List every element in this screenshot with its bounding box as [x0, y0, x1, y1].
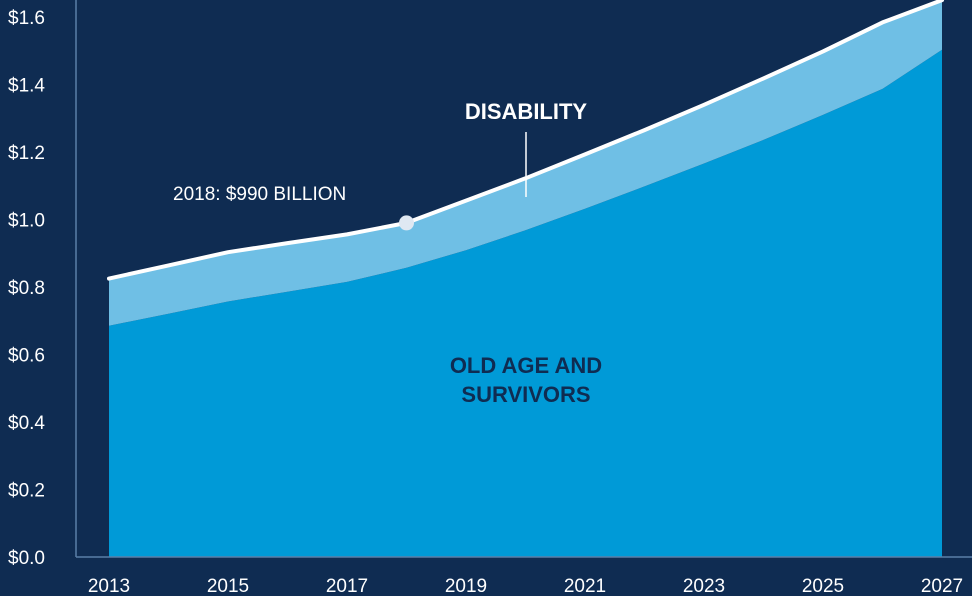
annotation-label: 2018: $990 BILLION: [173, 184, 346, 205]
y-tick-label: $1.4: [8, 76, 45, 97]
y-tick-label: $0.0: [8, 548, 45, 569]
y-tick-label: $1.2: [8, 143, 45, 164]
y-tick-label: $0.2: [8, 481, 45, 502]
y-tick-label: $0.4: [8, 413, 45, 434]
x-tick-label: 2015: [207, 576, 249, 596]
x-tick-label: 2021: [564, 576, 606, 596]
x-tick-label: 2025: [802, 576, 844, 596]
y-tick-label: $1.6: [8, 8, 45, 29]
oasi-series-label-line2: SURVIVORS: [461, 382, 590, 407]
x-tick-label: 2017: [326, 576, 368, 596]
oasi-series-label-line1: OLD AGE AND: [450, 353, 602, 378]
disability-series-label: DISABILITY: [465, 99, 588, 124]
x-tick-label: 2019: [445, 576, 487, 596]
area-old-age-survivors: [109, 49, 942, 557]
y-tick-labels: $0.0 $0.2 $0.4 $0.6 $0.8 $1.0 $1.2 $1.4 $1.6: [8, 8, 45, 569]
overlay-group: [107, 0, 944, 281]
areas-group: [109, 0, 942, 557]
x-tick-label: 2027: [921, 576, 963, 596]
x-tick-labels: 2013 2015 2017 2019 2021 2023 2025 2027: [88, 576, 963, 596]
x-tick-label: 2023: [683, 576, 725, 596]
area-disability: [109, 0, 942, 326]
y-tick-label: $1.0: [8, 211, 45, 232]
annotation-marker: [399, 215, 414, 231]
y-tick-label: $0.6: [8, 346, 45, 367]
x-tick-label: 2013: [88, 576, 130, 596]
y-tick-label: $0.8: [8, 278, 45, 299]
